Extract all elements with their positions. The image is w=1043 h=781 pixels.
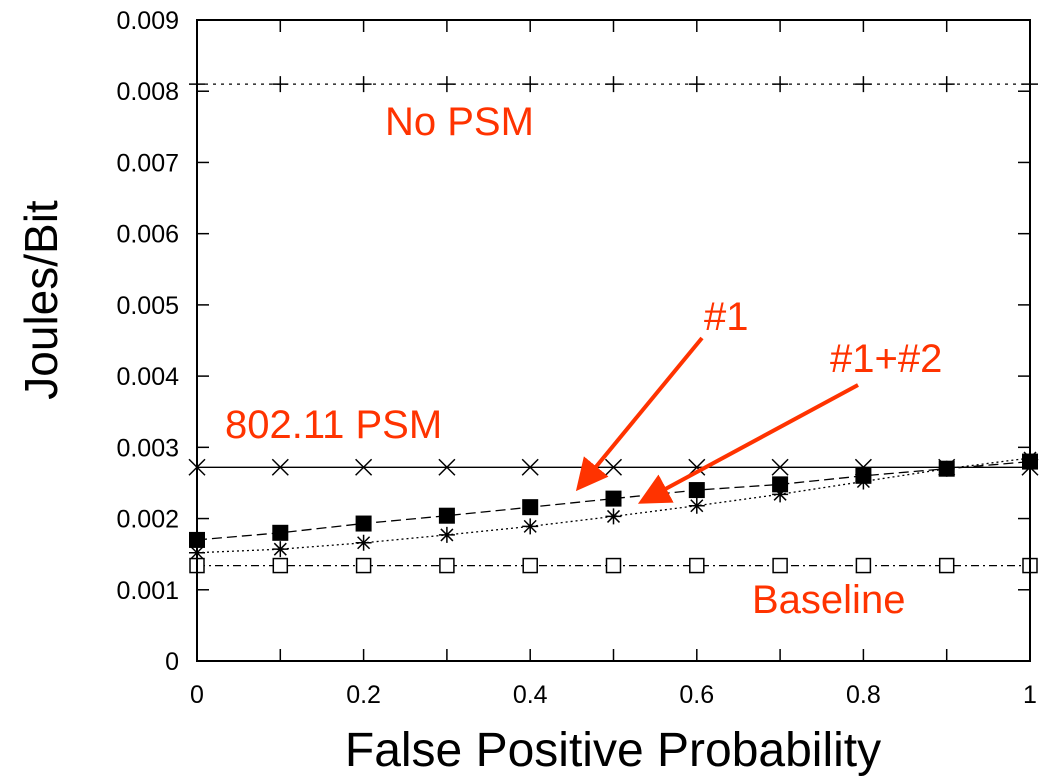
star-marker xyxy=(522,518,539,535)
filled-square-marker xyxy=(355,515,372,532)
cross-marker xyxy=(271,458,289,476)
x-tick-label: 0 xyxy=(190,681,204,709)
y-axis-title: Joules/Bit xyxy=(15,200,67,400)
open-square-marker xyxy=(355,557,372,574)
filled-square-marker xyxy=(688,482,705,499)
open-square-marker xyxy=(689,557,705,574)
plus-marker xyxy=(605,76,622,93)
cross-marker xyxy=(438,458,456,476)
filled-square-marker xyxy=(605,490,622,507)
y-tick-label: 0.006 xyxy=(116,221,179,249)
filled-square-marker xyxy=(438,507,455,524)
annotation-1-2: #1+#2 xyxy=(830,337,942,381)
y-tick-label: 0.004 xyxy=(116,363,179,391)
star-marker xyxy=(688,497,705,514)
plus-marker xyxy=(522,76,539,93)
star-marker xyxy=(605,508,622,525)
open-square-marker xyxy=(605,557,622,574)
open-square-marker xyxy=(855,557,872,574)
tick-label-layer: 0 0.001 0.002 0.003 0.004 0.005 0.006 0.007 0.00… xyxy=(116,7,1037,709)
cross-marker xyxy=(771,458,789,476)
annotation-baseline: Baseline xyxy=(752,578,905,622)
arrow-1-2 xyxy=(637,383,859,504)
annotation-layer: No PSM 802.11 PSM #1 #1+#2 Baseline xyxy=(225,100,942,622)
plus-marker xyxy=(438,76,455,93)
star-marker xyxy=(938,460,955,477)
cross-marker xyxy=(521,458,539,476)
x-tick-label: 0.2 xyxy=(346,681,381,709)
open-square-marker xyxy=(938,557,955,574)
y-tick-label: 0.003 xyxy=(116,434,179,462)
star-marker xyxy=(272,541,289,558)
plus-marker xyxy=(272,76,289,93)
open-square-marker xyxy=(522,557,538,574)
open-square-marker xyxy=(439,557,455,574)
series-psm xyxy=(188,458,1039,476)
plus-marker xyxy=(688,76,705,93)
star-marker xyxy=(855,473,872,490)
star-marker xyxy=(355,534,372,551)
y-tick-label: 0.008 xyxy=(116,78,179,106)
filled-square-marker xyxy=(772,476,789,493)
series-no_psm xyxy=(189,76,1038,93)
x-tick-label: 1 xyxy=(1023,681,1037,709)
y-tick-label: 0.001 xyxy=(116,577,179,605)
filled-square-marker xyxy=(272,524,289,541)
plus-marker xyxy=(855,76,872,93)
cross-marker xyxy=(355,458,373,476)
plus-marker xyxy=(355,76,372,93)
y-tick-label: 0.007 xyxy=(116,149,179,177)
x-tick-label: 0.6 xyxy=(679,681,714,709)
annotation-1: #1 xyxy=(704,295,749,339)
ticks-layer xyxy=(196,19,1031,662)
annotation-no-psm: No PSM xyxy=(385,100,534,144)
x-tick-label: 0.8 xyxy=(846,681,881,709)
y-tick-label: 0.009 xyxy=(116,7,179,35)
series-line-opt1 xyxy=(196,460,1031,541)
open-square-marker xyxy=(772,557,788,574)
plus-marker xyxy=(938,76,955,93)
cross-marker xyxy=(688,458,706,476)
x-axis-title: False Positive Probability xyxy=(345,724,881,777)
y-tick-label: 0.005 xyxy=(116,292,179,320)
star-marker xyxy=(438,526,455,543)
plus-marker xyxy=(772,76,789,93)
x-tick-label: 0.4 xyxy=(513,681,548,709)
series-layer xyxy=(188,76,1039,574)
y-tick-label: 0 xyxy=(165,648,179,676)
arrow-1 xyxy=(575,336,704,492)
y-tick-label: 0.002 xyxy=(116,506,179,534)
star-marker xyxy=(772,486,789,503)
series-baseline xyxy=(189,557,1038,574)
open-square-marker xyxy=(272,557,289,574)
annotation-802-psm: 802.11 PSM xyxy=(225,403,442,447)
filled-square-marker xyxy=(522,499,539,516)
